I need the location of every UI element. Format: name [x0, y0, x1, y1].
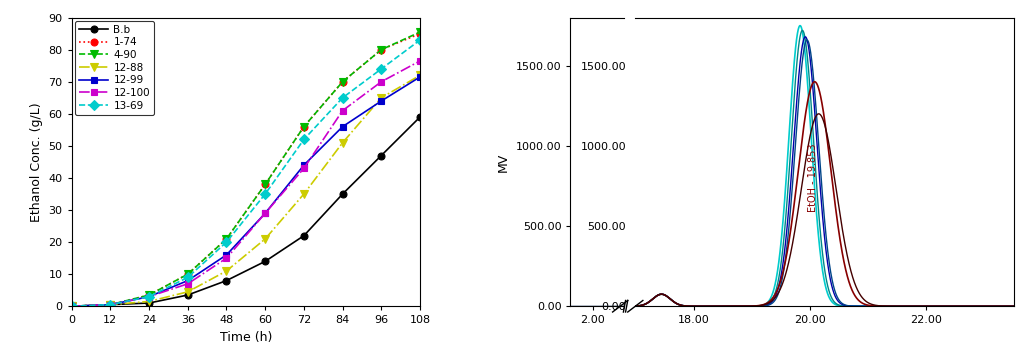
4-90 [259, 182, 271, 187]
Y-axis label: Ethanol Conc. (g/L): Ethanol Conc. (g/L) [30, 102, 43, 222]
12-100 [66, 304, 78, 308]
4-90 [143, 293, 156, 297]
13-69 [298, 137, 310, 142]
12-88 [143, 299, 156, 303]
12-100 [259, 211, 271, 215]
B.b [143, 301, 156, 305]
4-90 [414, 30, 426, 34]
Legend: B.b, 1-74, 4-90, 12-88, 12-99, 12-100, 13-69: B.b, 1-74, 4-90, 12-88, 12-99, 12-100, 1… [75, 21, 155, 115]
13-69 [337, 96, 349, 100]
12-99 [298, 163, 310, 167]
B.b [259, 259, 271, 263]
12-100 [375, 80, 387, 84]
B.b [220, 278, 232, 283]
12-100 [104, 302, 117, 307]
4-90 [104, 302, 117, 307]
1-74 [220, 237, 232, 241]
12-88 [414, 73, 426, 77]
1-74 [414, 32, 426, 36]
Line: 12-88: 12-88 [68, 71, 424, 310]
13-69 [259, 192, 271, 196]
12-100 [143, 295, 156, 299]
B.b [181, 293, 194, 297]
Line: 4-90: 4-90 [68, 28, 424, 310]
4-90 [66, 304, 78, 308]
B.b [298, 234, 310, 238]
12-99 [414, 75, 426, 79]
Line: 12-100: 12-100 [69, 57, 424, 310]
12-88 [259, 237, 271, 241]
12-88 [66, 304, 78, 308]
12-88 [298, 192, 310, 196]
B.b [414, 115, 426, 119]
12-99 [220, 253, 232, 257]
4-90 [298, 125, 310, 129]
12-99 [143, 295, 156, 299]
12-100 [414, 59, 426, 63]
1-74 [104, 302, 117, 307]
1-74 [375, 48, 387, 52]
B.b [66, 304, 78, 308]
4-90 [181, 272, 194, 276]
Line: B.b: B.b [69, 114, 424, 310]
12-99 [375, 99, 387, 103]
12-100 [220, 256, 232, 260]
1-74 [337, 80, 349, 84]
Line: 13-69: 13-69 [69, 37, 424, 310]
12-88 [104, 302, 117, 307]
12-100 [298, 166, 310, 170]
12-99 [337, 125, 349, 129]
X-axis label: Time (h): Time (h) [220, 331, 272, 344]
Text: EtOH - 19.853: EtOH - 19.853 [808, 144, 818, 212]
4-90 [375, 48, 387, 52]
Line: 1-74: 1-74 [69, 30, 424, 310]
12-88 [220, 269, 232, 273]
12-100 [337, 108, 349, 113]
13-69 [66, 304, 78, 308]
1-74 [66, 304, 78, 308]
13-69 [181, 275, 194, 279]
B.b [375, 153, 387, 158]
1-74 [259, 182, 271, 187]
12-99 [181, 278, 194, 283]
13-69 [220, 240, 232, 244]
12-99 [259, 211, 271, 215]
12-88 [375, 96, 387, 100]
4-90 [337, 80, 349, 84]
13-69 [143, 295, 156, 299]
1-74 [298, 125, 310, 129]
13-69 [375, 67, 387, 71]
12-88 [337, 140, 349, 145]
Line: 12-99: 12-99 [69, 74, 424, 310]
12-100 [181, 282, 194, 286]
13-69 [104, 302, 117, 307]
12-99 [104, 302, 117, 307]
12-99 [66, 304, 78, 308]
B.b [337, 192, 349, 196]
1-74 [181, 272, 194, 276]
12-88 [181, 290, 194, 294]
13-69 [414, 38, 426, 42]
B.b [104, 302, 117, 307]
4-90 [220, 237, 232, 241]
Y-axis label: MV: MV [498, 152, 510, 171]
1-74 [143, 293, 156, 297]
